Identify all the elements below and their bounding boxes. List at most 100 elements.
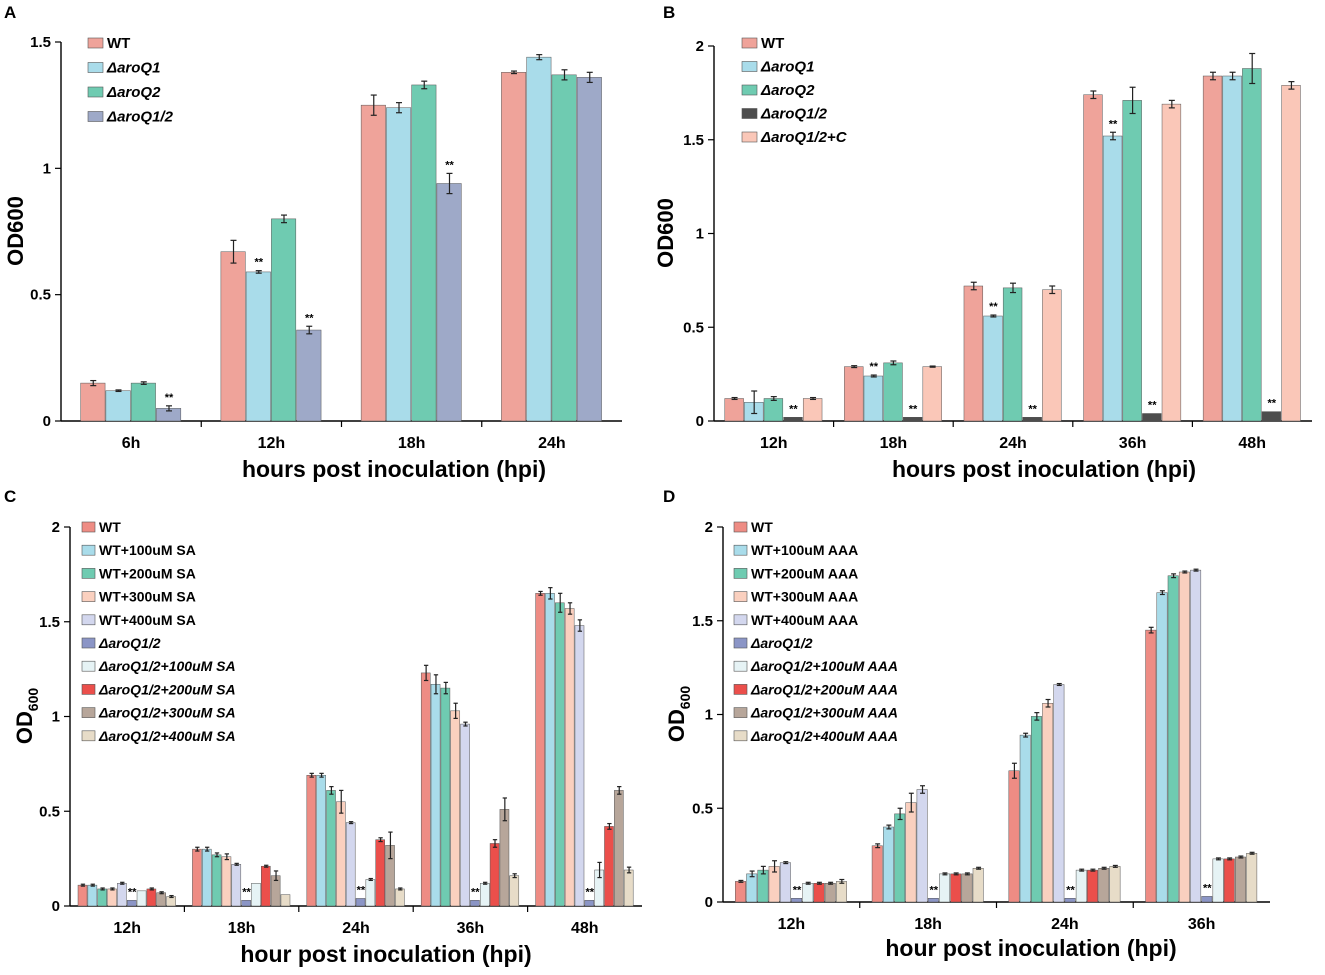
panel-c-bar bbox=[231, 864, 242, 907]
panel-c-significance-marker: ** bbox=[471, 886, 480, 898]
panel-c-bar bbox=[375, 839, 385, 907]
panel-c-bar bbox=[345, 822, 356, 907]
panel-d-x-axis-label: hour post inoculation (hpi) bbox=[885, 935, 1176, 961]
panel-d-legend-label: WT bbox=[751, 519, 773, 535]
panel-a-significance-marker: ** bbox=[445, 159, 454, 171]
panel-c-bar bbox=[316, 774, 326, 907]
panel-c-bar bbox=[395, 888, 405, 907]
panel-d-legend-label: ΔaroQ1/2+300uM AAA bbox=[750, 705, 898, 721]
panel-d-legend-label: ΔaroQ1/2+200uM AAA bbox=[750, 681, 898, 697]
panel-d-y-tick-label: 1 bbox=[705, 707, 713, 724]
panel-b-bar bbox=[802, 398, 823, 422]
panel-d-legend-label: WT+300uM AAA bbox=[751, 589, 858, 605]
panel-c-legend-swatch bbox=[81, 568, 96, 579]
panel-d-legend-swatch bbox=[733, 521, 748, 533]
panel-a-bar bbox=[551, 74, 577, 422]
panel-d-bar bbox=[894, 813, 906, 903]
panel-c-bar bbox=[365, 879, 376, 907]
panel-d-bar bbox=[1098, 868, 1110, 903]
panel-d-bar bbox=[905, 802, 917, 903]
panel-b-bar bbox=[1202, 75, 1223, 422]
panel-d-y-tick-label: 0 bbox=[705, 894, 713, 911]
panel-c-legend-label: WT bbox=[99, 519, 121, 535]
panel-c-bar bbox=[107, 888, 117, 907]
panel-d-legend-swatch bbox=[733, 544, 748, 556]
panel-d-significance-marker: ** bbox=[793, 884, 802, 896]
panel-c-significance-marker: ** bbox=[585, 886, 594, 898]
panel-a-bar bbox=[526, 56, 552, 422]
panel-d-legend-swatch bbox=[733, 684, 748, 695]
panel-d-bar bbox=[791, 898, 803, 903]
panel-b-legend-swatch bbox=[741, 84, 758, 96]
panel-a-legend-swatch bbox=[87, 62, 104, 73]
panel-b-legend-label: ΔaroQ2 bbox=[760, 82, 815, 99]
panel-b-category-label: 36h bbox=[1119, 435, 1147, 452]
panel-a-bar bbox=[130, 382, 156, 422]
panel-b-legend-label: ΔaroQ1 bbox=[760, 59, 814, 76]
panel-c-bar bbox=[440, 687, 451, 907]
panel-c-legend-swatch bbox=[81, 730, 96, 742]
panel-a-bar bbox=[360, 104, 386, 422]
panel-c-bar bbox=[604, 826, 614, 907]
panel-a-x-axis-label: hours post inoculation (hpi) bbox=[242, 456, 546, 482]
panel-b-x-axis-label: hours post inoculation (hpi) bbox=[892, 456, 1196, 482]
panel-d-bar bbox=[735, 881, 746, 903]
panel-b-bar bbox=[983, 315, 1003, 422]
panel-d-bar bbox=[871, 845, 883, 903]
panel-d-legend-label: WT+400uM AAA bbox=[751, 612, 858, 628]
panel-d-legend-label: ΔaroQ1/2 bbox=[750, 635, 813, 651]
panel-d-bar bbox=[1156, 592, 1168, 903]
panel-c-bar bbox=[77, 884, 88, 907]
panel-b-bar bbox=[883, 362, 903, 422]
panel-b-legend-swatch bbox=[741, 131, 758, 143]
panel-c-significance-marker: ** bbox=[357, 884, 366, 896]
panel-b-category-label: 12h bbox=[760, 435, 788, 452]
panel-d-legend-swatch bbox=[733, 591, 748, 602]
panel-b-bar bbox=[1083, 94, 1103, 422]
panel-d-bar bbox=[1190, 569, 1202, 903]
panel-d-bar bbox=[972, 868, 984, 903]
panel-c-y-tick-label: 1 bbox=[52, 709, 60, 726]
panel-b-y-tick-label: 0 bbox=[696, 413, 704, 430]
panel-c-legend-label: ΔaroQ1/2+100uM SA bbox=[98, 658, 236, 674]
panel-d-bar bbox=[1201, 896, 1213, 903]
panel-d-legend-swatch bbox=[733, 707, 748, 718]
panel-d-bar bbox=[916, 789, 928, 903]
panel-c-significance-marker: ** bbox=[128, 886, 137, 898]
panel-d-bar bbox=[835, 881, 847, 903]
panel-c-bar bbox=[211, 854, 222, 907]
panel-c-bar bbox=[221, 856, 232, 907]
panel-d-bar bbox=[1223, 858, 1235, 903]
panel-a-category-label: 6h bbox=[122, 435, 141, 452]
panel-c-y-tick-label: 1.5 bbox=[39, 614, 60, 631]
panel-d-bar bbox=[1167, 575, 1179, 903]
panel-d-bar bbox=[1064, 898, 1076, 903]
panel-d-bar bbox=[1008, 770, 1020, 903]
panel-d-bar bbox=[757, 869, 769, 903]
panel-a-significance-marker: ** bbox=[254, 257, 263, 269]
panel-a-bar bbox=[220, 251, 246, 422]
panel-b-significance-marker: ** bbox=[989, 301, 998, 313]
panel-d-bar bbox=[1145, 629, 1157, 903]
panel-d-legend-label: WT+200uM AAA bbox=[751, 565, 858, 581]
panel-d-bar bbox=[1212, 858, 1224, 903]
panel-a-legend-label: ΔaroQ1/2 bbox=[106, 109, 174, 126]
panel-b-category-label: 18h bbox=[880, 435, 908, 452]
panel-c-bar bbox=[97, 888, 107, 907]
panel-d-bar bbox=[1109, 866, 1121, 903]
panel-a-letter: A bbox=[4, 3, 16, 22]
panel-a-significance-marker: ** bbox=[165, 392, 174, 404]
panel-c-legend-swatch bbox=[81, 684, 96, 695]
panel-d-bar bbox=[1235, 856, 1246, 903]
panel-c-significance-marker: ** bbox=[242, 886, 251, 898]
panel-a-bar bbox=[386, 107, 412, 422]
panel-d-bar bbox=[1053, 684, 1065, 903]
panel-c-legend-swatch bbox=[81, 544, 96, 556]
panel-c-bar bbox=[614, 790, 624, 907]
panel-d-legend-swatch bbox=[733, 660, 748, 672]
panel-a-legend-label: ΔaroQ1 bbox=[106, 60, 160, 77]
panel-c-y-tick-label: 2 bbox=[52, 519, 60, 536]
panel-d-bar bbox=[802, 883, 814, 903]
panel-c-y-axis-label: OD600 bbox=[12, 688, 41, 745]
panel-c-bar bbox=[126, 900, 137, 907]
